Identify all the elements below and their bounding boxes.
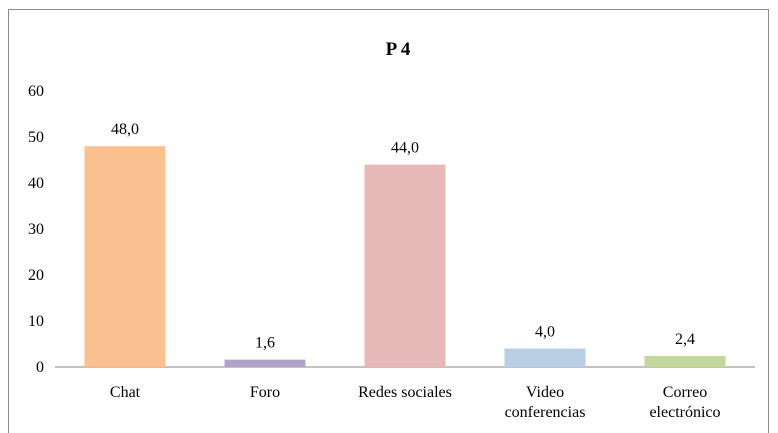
bar <box>84 146 166 367</box>
bar <box>364 164 446 367</box>
x-tick-label: conferencias <box>505 404 586 421</box>
y-tick-label: 50 <box>28 129 44 146</box>
y-tick-label: 10 <box>28 313 44 330</box>
data-label: 1,6 <box>255 335 275 352</box>
x-tick-label: electrónico <box>649 404 720 421</box>
x-tick-label: Foro <box>250 384 280 401</box>
bar <box>644 355 726 367</box>
x-tick-label: Correo <box>663 384 707 401</box>
value-labels: 48,0 1,6 44,0 4,0 2,4 <box>111 121 695 351</box>
category-labels: Chat Foro Redes sociales Video conferencias C… <box>110 384 721 421</box>
x-tick-label: Redes sociales <box>358 384 452 401</box>
data-label: 2,4 <box>675 331 695 348</box>
y-tick-label: 0 <box>36 359 44 376</box>
y-axis: 0 10 20 30 40 50 60 <box>28 83 44 376</box>
x-tick-label: Video <box>526 384 564 401</box>
y-tick-label: 30 <box>28 221 44 238</box>
data-label: 48,0 <box>111 121 139 138</box>
bar <box>504 348 586 367</box>
bar <box>224 359 306 367</box>
chart-title: P 4 <box>386 39 411 60</box>
bars <box>84 146 726 367</box>
y-tick-label: 60 <box>28 83 44 100</box>
data-label: 44,0 <box>391 140 419 157</box>
y-tick-label: 20 <box>28 267 44 284</box>
x-tick-label: Chat <box>110 384 141 401</box>
y-tick-label: 40 <box>28 175 44 192</box>
data-label: 4,0 <box>535 324 555 341</box>
